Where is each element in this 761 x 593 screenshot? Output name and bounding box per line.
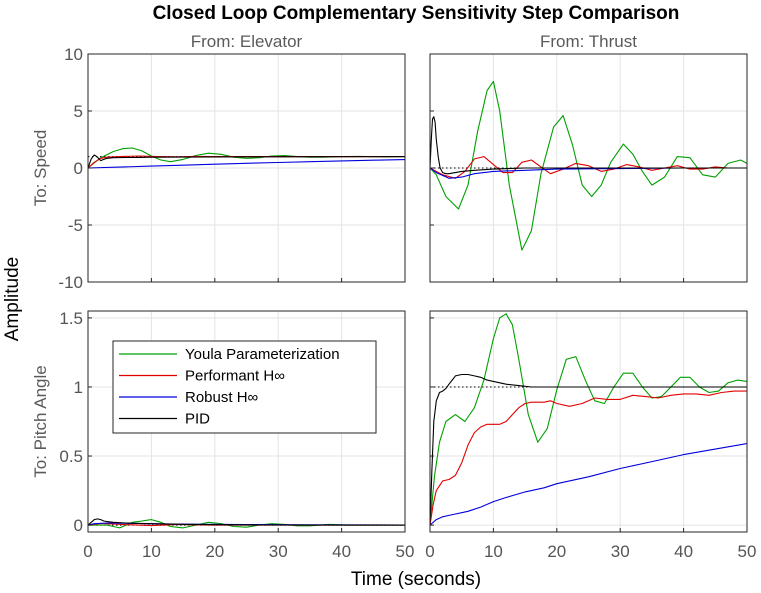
series-line-youla-parameterization <box>430 80 747 251</box>
chart-title: Closed Loop Complementary Sensitivity St… <box>153 3 680 24</box>
x-tick-label: 20 <box>547 542 566 561</box>
series-line-robust-h <box>430 443 747 526</box>
row-label: To: Speed <box>31 130 50 207</box>
x-tick-label: 10 <box>142 542 161 561</box>
panel-speed-thrust: From: Thrust <box>429 32 748 283</box>
y-tick-label: 0.5 <box>59 447 83 466</box>
plot-area <box>430 311 747 532</box>
series-line-pid <box>88 518 405 526</box>
legend-label: Robust H∞ <box>185 389 259 406</box>
y-tick-label: 0 <box>74 159 83 178</box>
x-tick-label: 30 <box>269 542 288 561</box>
series-line-performant-h <box>430 156 747 179</box>
x-tick-label: 50 <box>396 542 415 561</box>
legend-box <box>112 340 377 434</box>
y-tick-label: 5 <box>74 102 83 121</box>
x-tick-label: 10 <box>484 542 503 561</box>
x-tick-label: 20 <box>205 542 224 561</box>
series-line-youla-parameterization <box>430 313 747 526</box>
y-tick-label: 1 <box>74 378 83 397</box>
series-line-pid <box>430 373 747 526</box>
axes-box <box>429 310 748 533</box>
x-axis-label: Time (seconds) <box>351 569 481 590</box>
plot-content <box>88 147 405 169</box>
x-tick-label: 50 <box>738 542 757 561</box>
legend-item-robust-h: Robust H∞ <box>119 389 259 406</box>
series-line-performant-h <box>430 390 747 526</box>
axes-box <box>87 310 406 533</box>
x-tick-label: 0 <box>83 542 92 561</box>
legend-label: Youla Parameterization <box>185 346 340 363</box>
x-tick-label: 0 <box>425 542 434 561</box>
column-title: From: Elevator <box>191 32 303 51</box>
plot-content <box>430 80 747 251</box>
panel-speed-elevator: -10 -5 0 5 10 From: Elevator To: Speed <box>31 32 406 292</box>
plot-content <box>430 313 747 526</box>
series-line-pid <box>430 116 747 175</box>
legend: Youla Parameterization Performant H∞ Robus… <box>112 340 377 434</box>
y-tick-label: 10 <box>64 45 83 64</box>
y-tick-label: -5 <box>68 216 83 235</box>
series-line-robust-h <box>88 159 405 169</box>
legend-item-youla-parameterization: Youla Parameterization <box>119 346 340 363</box>
legend-item-performant-h: Performant H∞ <box>119 368 285 385</box>
column-title: From: Thrust <box>540 32 637 51</box>
panel-pitch-thrust: 0 10 20 30 40 50 <box>425 310 757 561</box>
x-tick-label: 30 <box>611 542 630 561</box>
y-tick-label: 0 <box>74 516 83 535</box>
legend-item-pid: PID <box>119 411 210 428</box>
y-tick-label: 1.5 <box>59 309 83 328</box>
series-line-pid <box>88 154 405 169</box>
x-tick-label: 40 <box>332 542 351 561</box>
y-axis-label: Amplitude <box>2 257 23 342</box>
y-tick-label: -10 <box>58 273 83 292</box>
x-tick-label: 40 <box>674 542 693 561</box>
legend-label: Performant H∞ <box>185 368 285 385</box>
row-label: To: Pitch Angle <box>31 365 50 477</box>
legend-label: PID <box>185 411 210 428</box>
plot-content <box>88 518 405 529</box>
